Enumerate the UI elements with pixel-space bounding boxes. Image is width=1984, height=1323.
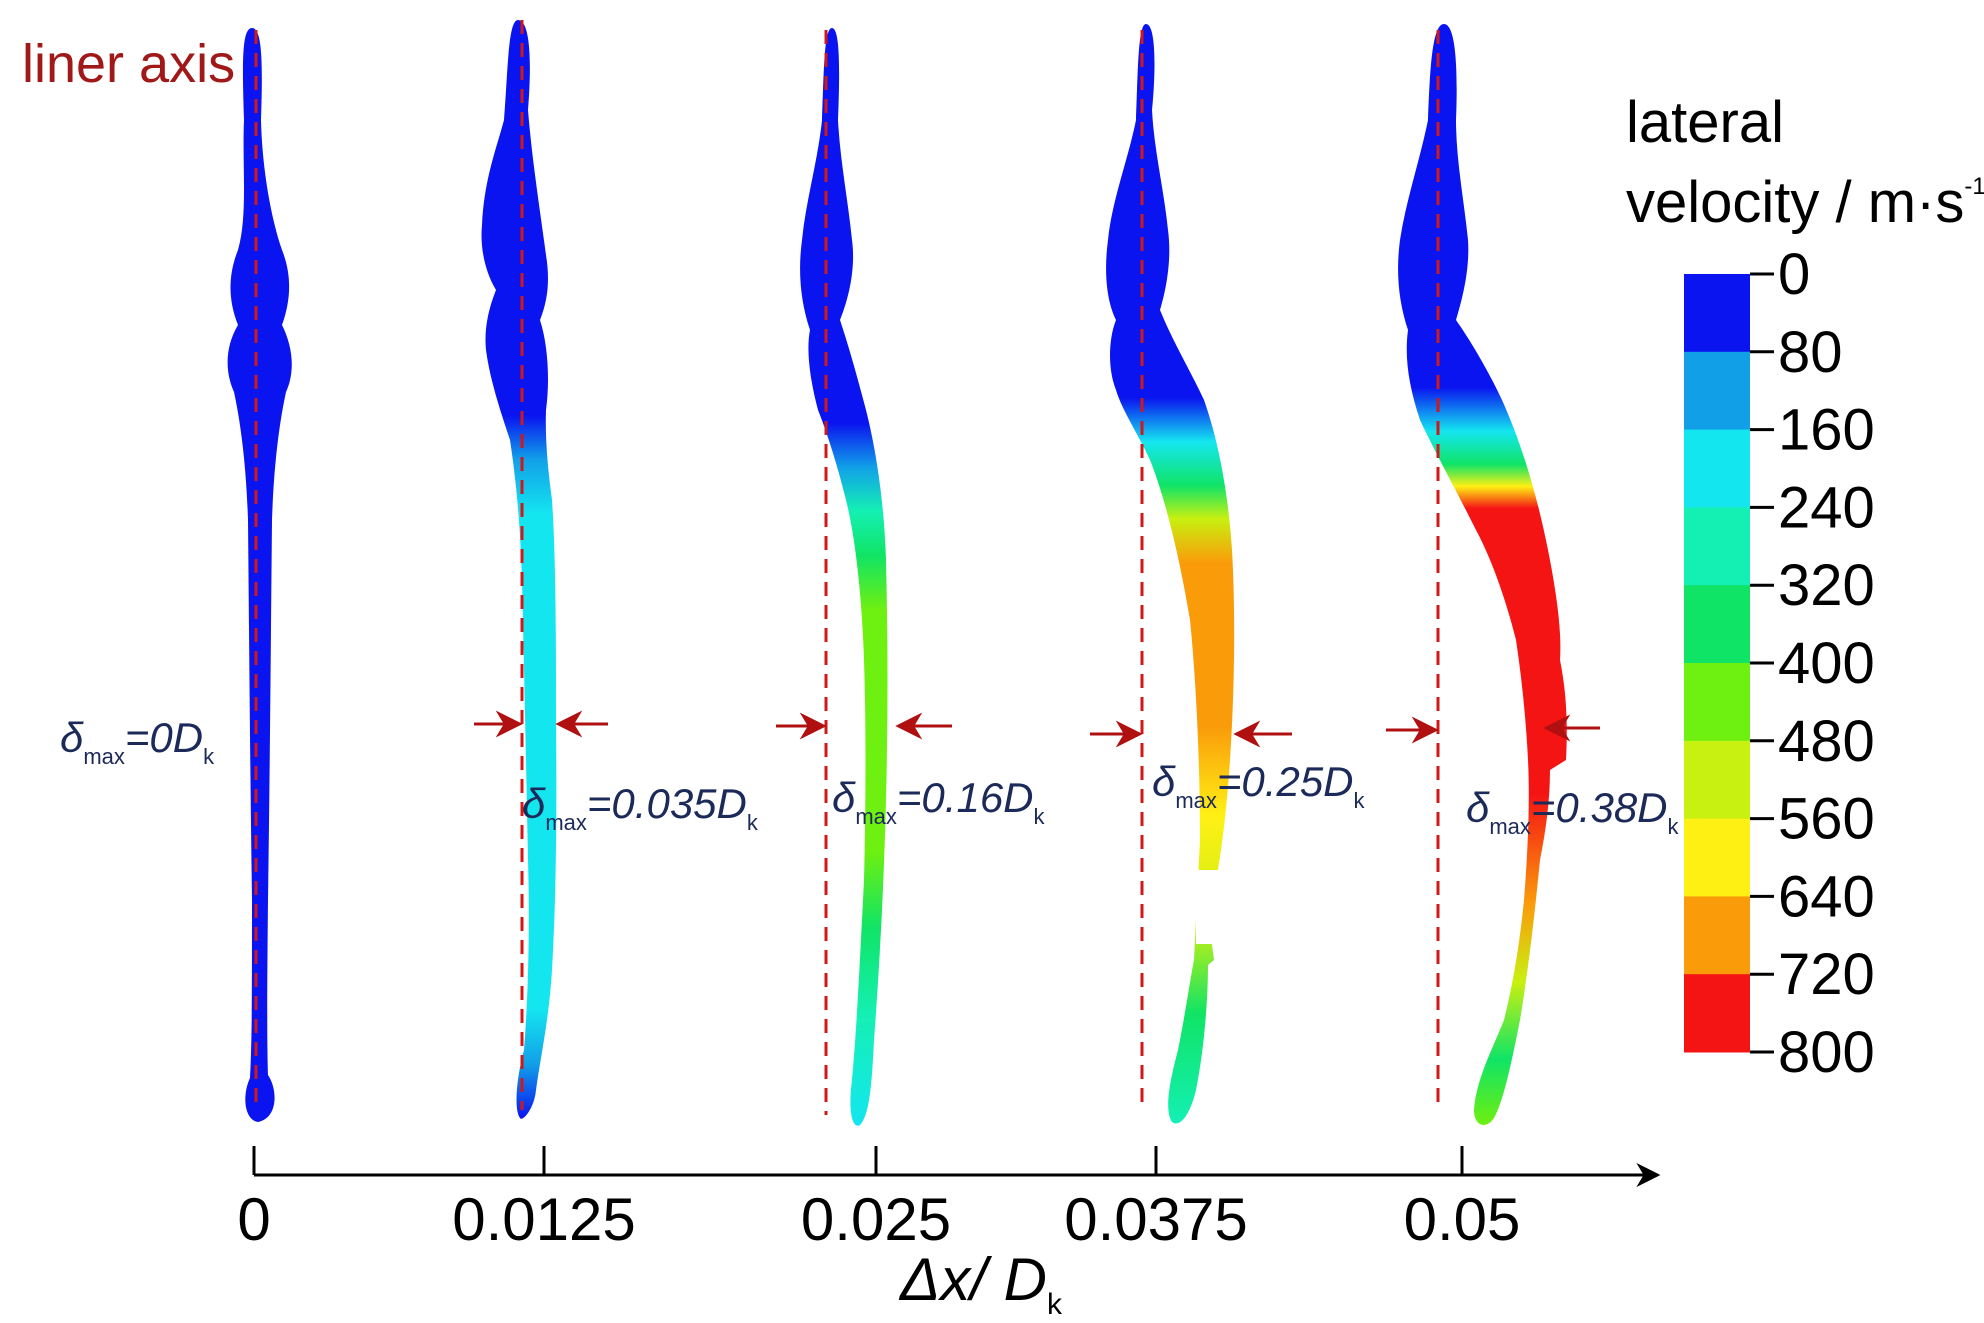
jet-4-delta-value: =0.38D [1531, 784, 1668, 831]
jet-2-delta-value: =0.16D [897, 774, 1034, 821]
jet-1-delta-symbol: δ [522, 780, 546, 827]
colorbar-tick-label-0: 0 [1778, 242, 1810, 307]
jet-3: δmax=0.25Dk [1090, 24, 1366, 1124]
colorbar-tick-label-2: 160 [1778, 398, 1875, 463]
colorbar-tick-label-1: 80 [1778, 320, 1843, 385]
colorbar-tick-label-8: 640 [1778, 864, 1875, 929]
colorbar-swatch-9 [1684, 974, 1750, 1053]
colorbar-title-line2: velocity / m·s-1 [1626, 170, 1984, 235]
colorbar-swatch-8 [1684, 896, 1750, 975]
liner-axis-label: liner axis [22, 34, 235, 94]
jet-2: δmax=0.16Dk [776, 28, 1046, 1126]
colorbar-title-line1: lateral [1626, 90, 1784, 155]
jet-4-delta-label: δmax=0.38Dk [1466, 784, 1680, 839]
colorbar-swatch-4 [1684, 585, 1750, 664]
jet-0-delta-value: =0D [125, 714, 203, 761]
x-axis-label-sub: k [1047, 1288, 1063, 1321]
x-axis: 0 0.0125 0.025 0.0375 0.05 Δx/ Dk [237, 1146, 1661, 1321]
colorbar-tick-label-3: 240 [1778, 475, 1875, 540]
jet-4-delta-value-sub: k [1668, 814, 1680, 839]
colorbar-tick-label-10: 800 [1778, 1020, 1875, 1085]
jet-0: δmax=0Dk [60, 28, 292, 1122]
jet-1: δmax=0.035Dk [474, 20, 759, 1119]
jet-3-shape [1106, 24, 1235, 1124]
jet-3-delta-value: =0.25D [1217, 758, 1354, 805]
jet-0-delta-label: δmax=0Dk [60, 714, 215, 769]
jet-3-gap [1196, 870, 1236, 944]
jet-4: δmax=0.38Dk [1386, 24, 1680, 1125]
colorbar-swatches [1684, 274, 1750, 1053]
x-tick-label-3: 0.0375 [1064, 1186, 1248, 1253]
colorbar-swatch-7 [1684, 818, 1750, 897]
jet-2-delta-value-sub: k [1034, 804, 1046, 829]
jet-0-delta-value-sub: k [203, 744, 215, 769]
colorbar-tick-label-7: 560 [1778, 787, 1875, 852]
colorbar-swatch-1 [1684, 351, 1750, 431]
jet-3-delta-subscript: max [1175, 788, 1217, 813]
jet-0-shape [227, 28, 292, 1122]
colorbar-swatch-2 [1684, 429, 1750, 508]
colorbar-title-exponent: -1 [1964, 173, 1984, 200]
jet-1-delta-value-sub: k [747, 810, 759, 835]
colorbar-tick-label-9: 720 [1778, 942, 1875, 1007]
jet-0-delta-subscript: max [83, 744, 125, 769]
x-tick-label-4: 0.05 [1404, 1186, 1521, 1253]
jet-1-delta-label: δmax=0.035Dk [522, 780, 759, 835]
jet-2-shape [800, 28, 888, 1126]
x-tick-label-0: 0 [237, 1186, 270, 1253]
x-axis-ticks: 0 0.0125 0.025 0.0375 0.05 [237, 1146, 1520, 1253]
jet-1-delta-value: =0.035D [587, 780, 747, 827]
jet-4-shape [1398, 24, 1567, 1125]
colorbar: lateral velocity / m·s-1 0 80 160 240 320 400… [1626, 90, 1984, 1085]
jet-1-shape [481, 20, 557, 1119]
colorbar-tick-label-6: 480 [1778, 709, 1875, 774]
colorbar-swatch-0 [1684, 274, 1750, 353]
x-axis-label: Δx/ Dk [898, 1246, 1063, 1321]
jet-4-delta-symbol: δ [1466, 784, 1490, 831]
jet-3-delta-label: δmax=0.25Dk [1152, 758, 1366, 813]
colorbar-swatch-6 [1684, 740, 1750, 820]
colorbar-tick-label-4: 320 [1778, 553, 1875, 618]
colorbar-tick-label-5: 400 [1778, 631, 1875, 696]
x-tick-label-1: 0.0125 [452, 1186, 636, 1253]
jet-2-delta-subscript: max [855, 804, 897, 829]
jet-2-delta-symbol: δ [832, 774, 856, 821]
jet-4-delta-subscript: max [1489, 814, 1531, 839]
x-tick-label-2: 0.025 [801, 1186, 951, 1253]
colorbar-swatch-3 [1684, 507, 1750, 586]
jet-0-delta-symbol: δ [60, 714, 84, 761]
colorbar-title-unit: velocity / m·s [1626, 170, 1964, 235]
jet-2-delta-label: δmax=0.16Dk [832, 774, 1046, 829]
jet-3-delta-value-sub: k [1354, 788, 1366, 813]
colorbar-swatch-5 [1684, 663, 1750, 742]
colorbar-ticks: 0 80 160 240 320 400 480 560 640 720 800 [1750, 242, 1875, 1085]
jet-3-delta-symbol: δ [1152, 758, 1176, 805]
x-axis-label-main: Δx/ D [898, 1246, 1047, 1313]
jet-1-delta-subscript: max [545, 810, 587, 835]
